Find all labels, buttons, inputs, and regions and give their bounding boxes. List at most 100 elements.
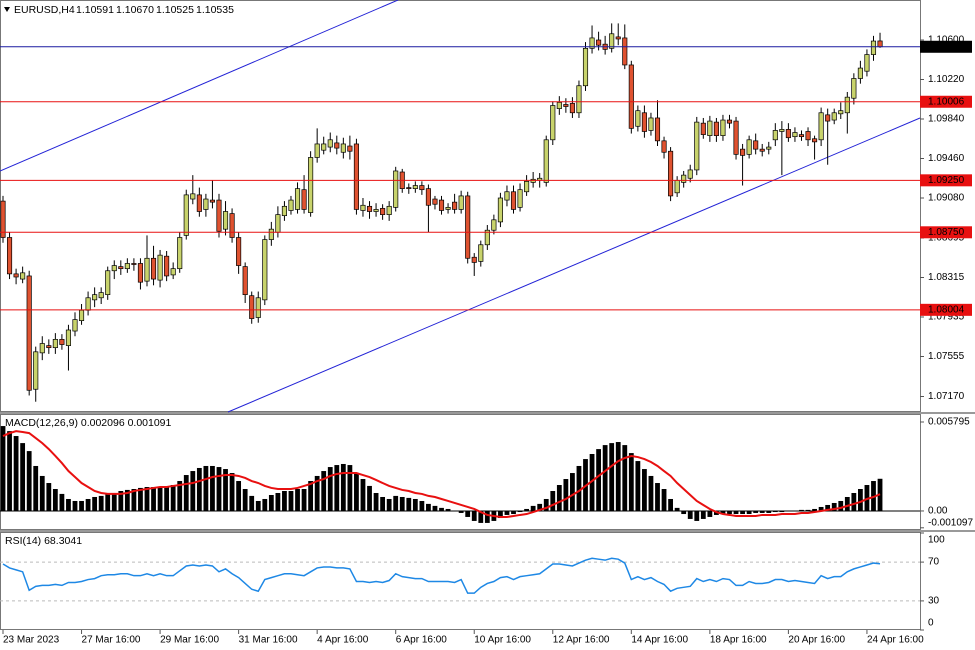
macd-bar <box>0 426 6 511</box>
x-tick-label: 27 Mar 16:00 <box>82 635 141 646</box>
macd-bar <box>190 471 196 511</box>
macd-bar <box>825 504 831 511</box>
macd-bar <box>759 510 765 513</box>
macd-bar <box>831 502 837 511</box>
price-level-label: 1.08004 <box>928 304 965 315</box>
macd-bar <box>203 465 209 511</box>
macd-bar <box>7 431 12 511</box>
candle-body <box>190 193 196 200</box>
macd-bar <box>484 510 490 523</box>
macd-bar <box>426 503 431 511</box>
candle-body <box>150 257 157 280</box>
macd-bar <box>72 500 78 511</box>
macd-bar <box>20 443 26 511</box>
macd-bar <box>707 510 713 517</box>
x-tick-label: 10 Apr 16:00 <box>474 635 531 646</box>
macd-bar <box>236 481 242 511</box>
channel-line <box>227 117 921 413</box>
macd-bar <box>301 489 307 511</box>
macd-bar <box>661 489 667 511</box>
y-tick-label: 1.08315 <box>928 272 965 283</box>
macd-bar <box>92 496 98 511</box>
x-tick-label: 20 Apr 16:00 <box>788 635 845 646</box>
candle-body <box>432 198 438 205</box>
candle-body <box>33 351 39 390</box>
macd-bar <box>98 495 104 511</box>
macd-bar <box>105 493 111 511</box>
macd-bar <box>334 465 340 511</box>
macd-bar <box>347 465 353 511</box>
candle-body <box>321 143 327 151</box>
candle-body <box>6 237 13 275</box>
macd-bar <box>471 510 477 521</box>
candle-body <box>478 244 484 262</box>
candle-body <box>746 139 752 155</box>
price-level-tag <box>920 303 972 316</box>
macd-bar <box>177 481 183 511</box>
candle-body <box>471 256 477 263</box>
readout-low: 1.10525 <box>156 4 194 16</box>
candle-body <box>334 142 340 149</box>
x-tick-label: 29 Mar 16:00 <box>160 635 219 646</box>
macd-bar <box>46 483 52 511</box>
candle-body <box>772 130 778 141</box>
candle-body <box>491 219 497 231</box>
symbol-title: EURUSD,H4 <box>14 4 75 16</box>
candle-body <box>785 129 791 139</box>
candle-body <box>268 228 274 240</box>
candle-body <box>308 157 314 213</box>
candle-body <box>582 47 589 87</box>
candle-body <box>517 189 523 208</box>
macd-bar <box>131 489 137 511</box>
candle-body <box>641 112 647 132</box>
candle-body <box>831 112 837 121</box>
macd-bar <box>530 505 536 511</box>
candle-body <box>340 143 346 153</box>
candle-body <box>805 131 811 141</box>
macd-bar <box>779 510 785 513</box>
candle-body <box>380 208 386 215</box>
candle-body <box>635 110 641 127</box>
y-tick-label: 1.09840 <box>928 114 965 125</box>
macd-bar <box>681 510 687 515</box>
x-tick-label: 31 Mar 16:00 <box>239 635 298 646</box>
price-level-label: 1.08750 <box>928 227 965 238</box>
candle-body <box>288 199 294 211</box>
candle-body <box>13 273 19 278</box>
macd-bar <box>419 500 425 511</box>
macd-bar <box>210 465 215 511</box>
macd-bar <box>151 487 156 511</box>
macd-bar <box>79 500 84 511</box>
macd-bar <box>740 510 745 515</box>
candle-body <box>870 40 877 55</box>
candle-body <box>530 178 536 183</box>
macd-bar <box>399 496 405 511</box>
candle-body <box>700 122 706 135</box>
macd-bar <box>857 489 863 511</box>
candle-body <box>550 105 556 141</box>
x-tick-label: 4 Apr 16:00 <box>317 635 369 646</box>
candle-body <box>347 145 353 152</box>
candle-body <box>131 263 137 265</box>
macd-bar <box>282 491 287 511</box>
macd-bar <box>668 498 673 511</box>
macd-bar <box>615 442 621 511</box>
candle-body <box>59 338 65 345</box>
macd-bar <box>85 498 91 511</box>
candle-body <box>766 146 772 150</box>
candle-body <box>52 338 58 349</box>
candle-body <box>609 33 615 49</box>
candle-body <box>412 185 418 189</box>
candle-body <box>105 270 111 296</box>
macd-bar <box>59 493 65 511</box>
macd-bar <box>26 451 32 511</box>
candle-body <box>236 237 242 266</box>
candle-body <box>713 121 719 136</box>
candle-body <box>838 110 844 115</box>
candle-body <box>360 204 366 211</box>
candle-body <box>314 143 320 158</box>
rsi-line <box>2 557 881 594</box>
